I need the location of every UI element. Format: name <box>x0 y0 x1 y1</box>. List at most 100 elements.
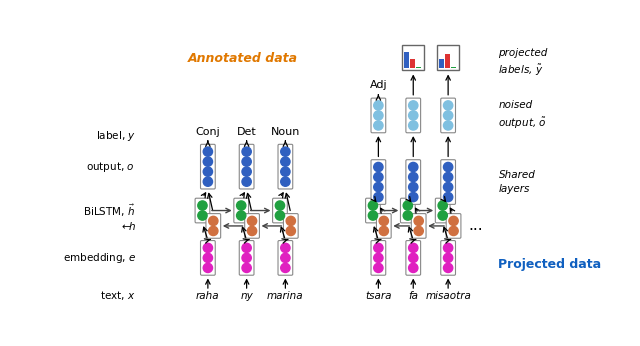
Circle shape <box>374 172 383 182</box>
Circle shape <box>374 192 383 202</box>
Circle shape <box>374 101 383 110</box>
Bar <box>445 54 450 69</box>
Circle shape <box>204 167 212 176</box>
Text: embedding, $\mathit{e}$: embedding, $\mathit{e}$ <box>63 251 136 265</box>
Circle shape <box>414 216 423 226</box>
Circle shape <box>408 121 418 130</box>
Bar <box>437 45 459 70</box>
Text: $\leftarrow$$\!\!h$: $\leftarrow$$\!\!h$ <box>118 220 136 232</box>
FancyBboxPatch shape <box>441 98 456 133</box>
Circle shape <box>237 211 246 220</box>
Circle shape <box>403 211 412 220</box>
FancyBboxPatch shape <box>206 213 221 238</box>
Circle shape <box>444 243 452 253</box>
Circle shape <box>444 263 452 273</box>
Circle shape <box>281 157 290 166</box>
Circle shape <box>275 201 285 210</box>
Text: projected
labels, $\tilde{y}$: projected labels, $\tilde{y}$ <box>499 48 548 78</box>
Circle shape <box>248 216 257 226</box>
Circle shape <box>286 226 296 236</box>
FancyBboxPatch shape <box>446 213 461 238</box>
Circle shape <box>444 172 452 182</box>
FancyBboxPatch shape <box>239 144 254 189</box>
Circle shape <box>414 226 423 236</box>
Circle shape <box>374 253 383 263</box>
Circle shape <box>408 253 418 263</box>
Circle shape <box>374 121 383 130</box>
Text: Shared
layers: Shared layers <box>499 170 536 194</box>
FancyBboxPatch shape <box>195 198 210 223</box>
Text: label, $\mathit{y}$: label, $\mathit{y}$ <box>96 129 136 143</box>
Circle shape <box>449 216 458 226</box>
Circle shape <box>408 263 418 273</box>
FancyBboxPatch shape <box>371 240 386 275</box>
FancyBboxPatch shape <box>284 213 298 238</box>
Circle shape <box>438 201 447 210</box>
Bar <box>416 67 422 69</box>
FancyBboxPatch shape <box>371 160 386 204</box>
Circle shape <box>403 201 412 210</box>
FancyBboxPatch shape <box>244 213 259 238</box>
Circle shape <box>242 253 252 263</box>
Text: Projected data: Projected data <box>499 258 602 271</box>
Circle shape <box>204 147 212 156</box>
FancyBboxPatch shape <box>441 240 456 275</box>
Circle shape <box>281 243 290 253</box>
FancyBboxPatch shape <box>278 240 292 275</box>
Text: marina: marina <box>267 291 304 301</box>
Text: Det: Det <box>237 127 257 137</box>
Circle shape <box>374 243 383 253</box>
Circle shape <box>408 172 418 182</box>
Circle shape <box>242 157 252 166</box>
FancyBboxPatch shape <box>239 240 254 275</box>
FancyBboxPatch shape <box>406 98 420 133</box>
Circle shape <box>275 211 285 220</box>
Circle shape <box>374 263 383 273</box>
Circle shape <box>444 101 452 110</box>
Circle shape <box>444 182 452 192</box>
Circle shape <box>408 243 418 253</box>
Text: text, $\mathit{x}$: text, $\mathit{x}$ <box>100 289 136 302</box>
Circle shape <box>449 226 458 236</box>
FancyBboxPatch shape <box>273 198 287 223</box>
Circle shape <box>379 216 388 226</box>
Circle shape <box>281 167 290 176</box>
Circle shape <box>408 182 418 192</box>
Circle shape <box>444 162 452 172</box>
FancyBboxPatch shape <box>412 213 426 238</box>
Circle shape <box>379 226 388 236</box>
Text: misaotra: misaotra <box>425 291 471 301</box>
FancyBboxPatch shape <box>435 198 450 223</box>
Circle shape <box>444 121 452 130</box>
Circle shape <box>198 201 207 210</box>
Circle shape <box>242 167 252 176</box>
Bar <box>451 67 456 69</box>
Circle shape <box>281 147 290 156</box>
Text: tsara: tsara <box>365 291 392 301</box>
Circle shape <box>237 201 246 210</box>
FancyBboxPatch shape <box>401 198 415 223</box>
FancyBboxPatch shape <box>406 240 420 275</box>
Text: Conj: Conj <box>195 127 220 137</box>
FancyBboxPatch shape <box>200 240 215 275</box>
FancyBboxPatch shape <box>278 144 292 189</box>
Circle shape <box>209 216 218 226</box>
Bar <box>404 52 409 69</box>
Circle shape <box>444 111 452 120</box>
Circle shape <box>408 162 418 172</box>
Text: ny: ny <box>240 291 253 301</box>
Circle shape <box>374 111 383 120</box>
Text: fa: fa <box>408 291 419 301</box>
Text: noised
output, $\tilde{o}$: noised output, $\tilde{o}$ <box>499 100 547 131</box>
FancyBboxPatch shape <box>376 213 391 238</box>
Circle shape <box>374 182 383 192</box>
Circle shape <box>408 101 418 110</box>
Circle shape <box>374 162 383 172</box>
Text: BiLSTM, $\vec{h}$: BiLSTM, $\vec{h}$ <box>83 202 136 219</box>
Circle shape <box>281 263 290 273</box>
Circle shape <box>209 226 218 236</box>
Circle shape <box>204 263 212 273</box>
Bar <box>403 45 424 70</box>
Circle shape <box>444 192 452 202</box>
FancyBboxPatch shape <box>406 160 420 204</box>
